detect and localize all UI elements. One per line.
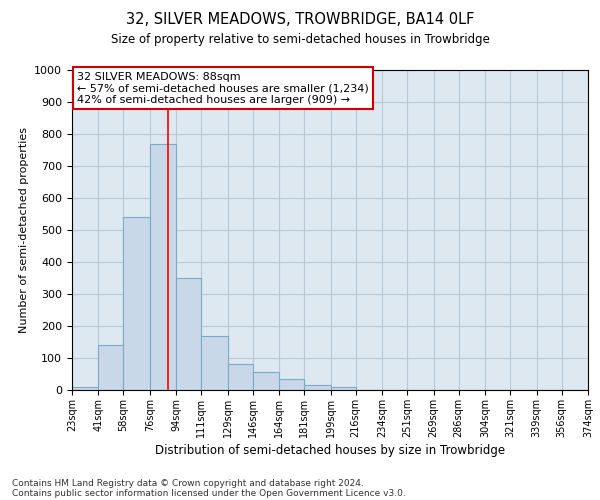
Bar [253, 372, 279, 390]
Bar [124, 217, 150, 390]
Bar [279, 379, 304, 390]
Bar [72, 388, 98, 390]
Text: 32 SILVER MEADOWS: 88sqm
← 57% of semi-detached houses are smaller (1,234)
42% o: 32 SILVER MEADOWS: 88sqm ← 57% of semi-d… [77, 72, 369, 105]
Bar [150, 144, 176, 390]
Text: Size of property relative to semi-detached houses in Trowbridge: Size of property relative to semi-detach… [110, 32, 490, 46]
Bar [304, 385, 331, 390]
Y-axis label: Number of semi-detached properties: Number of semi-detached properties [19, 127, 29, 333]
Bar [176, 278, 202, 390]
X-axis label: Distribution of semi-detached houses by size in Trowbridge: Distribution of semi-detached houses by … [155, 444, 505, 457]
Bar [228, 364, 253, 390]
Bar [98, 345, 124, 390]
Text: Contains HM Land Registry data © Crown copyright and database right 2024.: Contains HM Land Registry data © Crown c… [12, 478, 364, 488]
Bar [331, 388, 356, 390]
Text: 32, SILVER MEADOWS, TROWBRIDGE, BA14 0LF: 32, SILVER MEADOWS, TROWBRIDGE, BA14 0LF [126, 12, 474, 28]
Text: Contains public sector information licensed under the Open Government Licence v3: Contains public sector information licen… [12, 488, 406, 498]
Bar [202, 336, 228, 390]
